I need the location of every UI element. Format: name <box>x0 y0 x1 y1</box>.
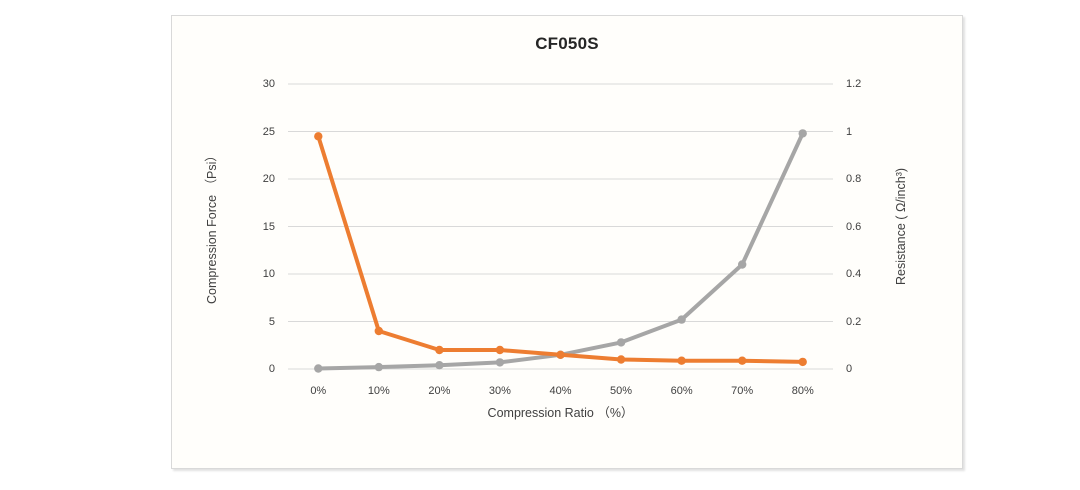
data-point-resistance <box>495 345 505 355</box>
plot-area <box>288 83 833 373</box>
right-axis-tick-label: 1 <box>846 125 853 138</box>
right-axis-tick-label: 0 <box>846 363 853 375</box>
left-axis-tick-label: 30 <box>262 78 275 90</box>
left-axis-tick-label: 5 <box>268 315 275 328</box>
x-axis-tick-label: 60% <box>670 385 693 397</box>
left-axis-tick-label: 20 <box>262 173 275 185</box>
data-point-resistance <box>314 132 323 141</box>
data-point-compression-force <box>798 129 807 138</box>
data-point-compression-force <box>616 338 626 347</box>
data-point-resistance <box>374 326 383 336</box>
x-axis-tick-label: 30% <box>488 385 511 397</box>
left-axis-tick-label: 10 <box>262 268 275 280</box>
x-axis-tick-label: 40% <box>549 385 572 397</box>
series-line-resistance <box>316 134 805 364</box>
data-point-resistance <box>435 345 444 355</box>
right-axis-tick-label: 0.8 <box>846 173 862 185</box>
right-axis-tick-label: 0.6 <box>846 220 862 233</box>
left-axis-tick-label: 15 <box>262 220 275 233</box>
data-point-resistance <box>738 356 747 365</box>
x-axis-tick-label: 70% <box>731 385 754 397</box>
data-point-resistance <box>677 356 686 365</box>
right-axis-tick-label: 0.2 <box>846 315 862 328</box>
data-point-compression-force <box>677 315 686 324</box>
right-axis-tick-label: 0.4 <box>846 268 862 280</box>
x-axis-tick-label: 50% <box>610 385 633 397</box>
chart-container: CF050S Compression Force （Psi） Resistanc… <box>171 15 963 469</box>
x-axis-tick-label: 10% <box>367 385 390 397</box>
data-point-resistance <box>556 350 565 359</box>
right-axis-tick-label: 1.2 <box>846 78 862 90</box>
x-axis-title: Compression Ratio （%） <box>487 406 634 420</box>
left-axis-tick-label: 25 <box>262 125 275 138</box>
data-point-compression-force <box>314 364 323 373</box>
data-point-compression-force <box>374 362 383 372</box>
data-point-resistance <box>798 357 807 367</box>
left-axis-tick-label: 0 <box>268 363 275 375</box>
x-axis-tick-label: 0% <box>310 385 327 397</box>
data-point-compression-force <box>738 260 747 269</box>
x-axis-tick-label: 80% <box>791 385 814 397</box>
data-point-compression-force <box>435 361 444 370</box>
data-point-compression-force <box>495 358 505 367</box>
chart-title: CF050S <box>535 34 599 53</box>
x-axis-tick-label: 20% <box>428 385 451 397</box>
data-point-resistance <box>616 355 626 364</box>
